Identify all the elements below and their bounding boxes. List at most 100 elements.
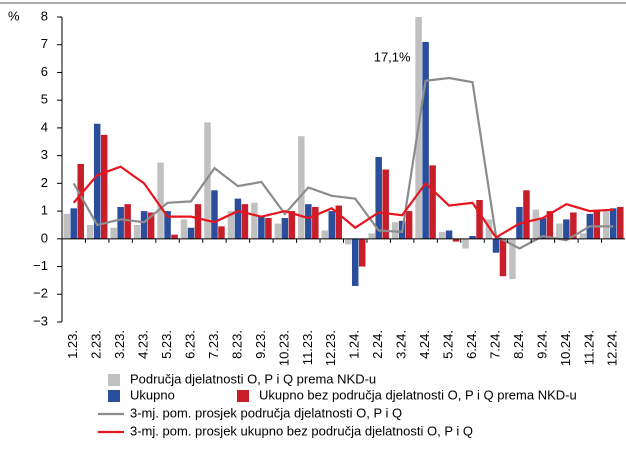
x-tick-label: 9.23. xyxy=(253,330,268,359)
y-tick-label: 2 xyxy=(41,175,48,190)
plot-area xyxy=(63,17,624,286)
y-axis-label: % xyxy=(8,8,20,23)
bar xyxy=(438,231,446,239)
bar xyxy=(382,169,389,239)
bar xyxy=(539,218,547,239)
bar xyxy=(563,219,570,239)
bar xyxy=(140,211,148,239)
bar xyxy=(305,204,312,239)
legend-swatch xyxy=(108,390,120,402)
bar xyxy=(180,219,188,239)
bar xyxy=(194,204,202,239)
x-tick-label: 7.23. xyxy=(206,330,221,359)
x-tick-label: 6.24. xyxy=(464,330,479,359)
bar xyxy=(351,238,359,286)
x-tick-label: 5.23. xyxy=(159,330,174,359)
bar xyxy=(171,234,178,239)
x-tick-label: 3.23. xyxy=(112,330,127,359)
bar xyxy=(274,223,282,239)
x-tick-label: 1.23. xyxy=(65,330,80,359)
x-tick-label: 4.24. xyxy=(417,330,432,359)
x-tick-label: 6.23. xyxy=(182,330,197,359)
bar xyxy=(133,224,141,239)
bar xyxy=(368,233,375,239)
bar xyxy=(328,211,336,239)
x-tick-label: 8.24. xyxy=(511,330,526,359)
y-tick-label: 7 xyxy=(41,36,48,51)
y-tick-label: 4 xyxy=(41,119,48,134)
y-tick-label: −1 xyxy=(33,258,48,273)
bar xyxy=(556,223,563,239)
bar xyxy=(593,209,601,239)
x-tick-label: 7.24. xyxy=(487,330,502,359)
bar xyxy=(187,227,195,239)
bar xyxy=(218,226,225,239)
x-tick-label: 8.23. xyxy=(229,330,244,359)
bar xyxy=(298,136,305,239)
bar xyxy=(358,238,366,267)
x-tick-label: 11.23. xyxy=(300,330,315,365)
bar xyxy=(532,209,540,239)
legend-label: 3-mj. pom. prosjek područja djelatnosti … xyxy=(130,405,402,420)
x-tick-label: 10.23. xyxy=(276,330,291,366)
bar xyxy=(164,211,171,239)
x-tick-label: 9.24. xyxy=(534,330,549,359)
bar xyxy=(100,134,108,239)
bar xyxy=(603,211,610,239)
legend-label: 3-mj. pom. prosjek ukupno bez područja d… xyxy=(130,423,473,438)
x-tick-label: 2.24. xyxy=(370,330,385,359)
bar xyxy=(579,233,587,239)
bar xyxy=(492,238,500,253)
x-tick-label: 4.23. xyxy=(136,330,151,359)
bar xyxy=(617,206,624,239)
bar xyxy=(321,230,329,239)
bar xyxy=(429,165,436,239)
bar xyxy=(110,227,117,239)
bar xyxy=(77,163,84,239)
bar xyxy=(251,202,258,239)
bar xyxy=(227,211,235,239)
x-tick-label: 3.24. xyxy=(394,330,409,359)
bar xyxy=(258,216,265,239)
bar xyxy=(124,204,131,239)
x-tick-label: 12.23. xyxy=(323,330,338,366)
bar xyxy=(570,212,577,239)
bar xyxy=(476,200,483,239)
y-tick-label: 1 xyxy=(41,203,48,218)
bar xyxy=(344,238,352,245)
line xyxy=(72,165,614,239)
bar xyxy=(234,198,242,239)
x-tick-label: 11.24. xyxy=(581,330,596,365)
bar xyxy=(204,122,211,239)
y-tick-label: 3 xyxy=(41,147,48,162)
y-tick-label: 0 xyxy=(41,230,48,245)
bar xyxy=(523,190,530,239)
bar xyxy=(93,123,101,239)
bar xyxy=(117,206,124,239)
bar xyxy=(546,211,554,239)
bar xyxy=(265,218,272,239)
bar xyxy=(485,219,493,239)
x-tick-label: 10.24. xyxy=(558,330,573,366)
bar xyxy=(469,236,476,239)
legend-label: Ukupno bez područja djelatnosti O, P i Q… xyxy=(259,387,577,402)
bar xyxy=(499,238,507,277)
bar xyxy=(312,206,319,239)
y-tick-label: −2 xyxy=(33,286,48,301)
bar xyxy=(452,238,460,242)
x-tick-label: 12.24. xyxy=(605,330,620,366)
bar xyxy=(241,204,249,239)
y-tick-label: −3 xyxy=(33,313,48,328)
bar xyxy=(375,157,382,239)
bar xyxy=(335,205,343,239)
legend-label: Ukupno xyxy=(130,387,175,402)
legend-swatch xyxy=(237,390,249,402)
line xyxy=(72,76,614,250)
bar xyxy=(445,230,453,239)
bar xyxy=(86,224,94,239)
bar xyxy=(405,211,413,239)
value-label: 17,1% xyxy=(374,49,411,64)
bar xyxy=(211,190,218,239)
bar xyxy=(509,238,516,280)
